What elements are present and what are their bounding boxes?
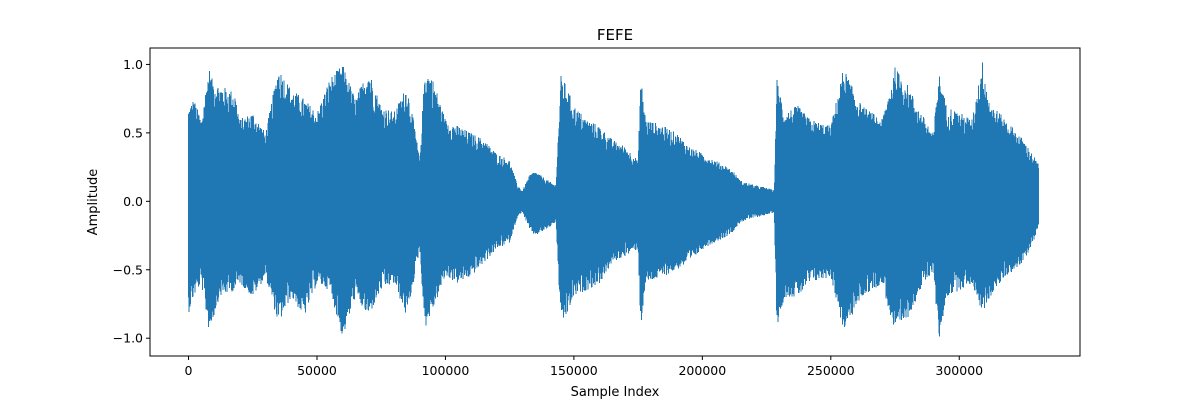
y-tick-label: 1.0 [123,57,143,72]
x-tick-label: 250000 [807,363,855,378]
x-axis-label: Sample Index [571,385,660,400]
axes-frame [149,47,1081,357]
y-tick-label: 0.0 [123,194,143,209]
x-axis-ticks: 0 50000 100000 150000 200000 250000 300000 [185,356,983,378]
x-tick-label: 150000 [550,363,598,378]
waveform-series [188,62,1039,337]
waveform-line [188,62,1039,337]
y-axis-ticks: 1.0 0.5 0.0 −0.5 −1.0 [113,57,150,346]
y-tick-label: −1.0 [113,331,143,346]
y-axis-label: Amplitude [86,169,101,236]
x-tick-label: 100000 [422,363,470,378]
y-tick-label: 0.5 [123,125,143,140]
x-tick-label: 300000 [935,363,983,378]
chart-title: FEFE [597,26,633,44]
x-tick-label: 50000 [297,363,337,378]
x-tick-label: 0 [185,363,193,378]
y-tick-label: −0.5 [113,262,143,277]
x-tick-label: 200000 [678,363,726,378]
